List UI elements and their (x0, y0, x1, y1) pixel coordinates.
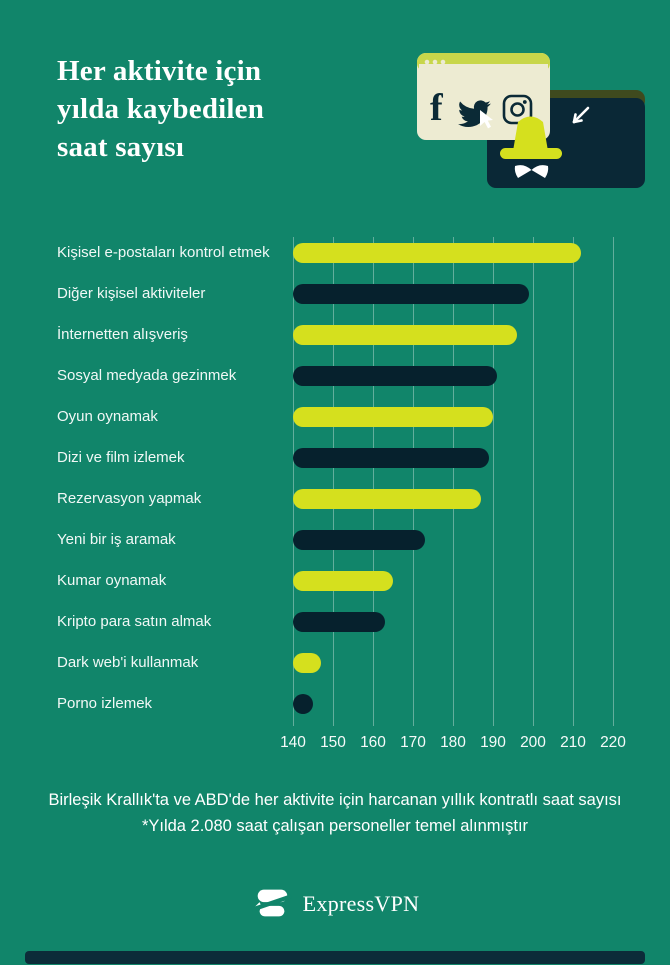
expressvpn-logo-icon (250, 889, 292, 917)
brand-name: ExpressVPN (302, 891, 420, 916)
window-dot (432, 59, 438, 65)
x-tick-label: 200 (520, 734, 546, 751)
category-label: Yeni bir iş aramak (57, 531, 176, 548)
bar-2 (293, 283, 529, 304)
category-label: Kumar oynamak (57, 572, 167, 589)
footnote-line-2: *Yılda 2.080 saat çalışan personeller te… (141, 817, 529, 835)
spy-hat-icon (500, 116, 562, 178)
category-label: Dizi ve film izlemek (57, 449, 185, 466)
instagram-icon (502, 94, 533, 125)
bar-10 (293, 611, 385, 632)
cursor-icon (480, 110, 493, 129)
gridline (613, 237, 614, 726)
category-label: Porno izlemek (57, 695, 153, 712)
gridline (533, 237, 534, 726)
brand-lockup: ExpressVPN (0, 882, 670, 926)
x-tick-label: 160 (360, 734, 386, 751)
x-tick-label: 150 (320, 734, 346, 751)
spy-eye-left (514, 165, 532, 178)
bar-12 (293, 693, 313, 714)
footnote: Birleşik Krallık'ta ve ABD'de her aktivi… (0, 787, 670, 839)
bar-6 (293, 447, 489, 468)
facebook-icon: f (430, 87, 444, 129)
x-tick-label: 170 (400, 734, 426, 751)
bar-7 (293, 488, 481, 509)
arrow-cursor-icon (572, 106, 590, 124)
gridline (493, 237, 494, 726)
category-label: Oyun oynamak (57, 408, 158, 425)
gridline (373, 237, 374, 726)
category-label: Rezervasyon yapmak (57, 490, 202, 507)
bar-9 (293, 570, 393, 591)
bar-8 (293, 529, 425, 550)
bar-chart: Kişisel e-postaları kontrol etmek Diğer k… (57, 237, 626, 751)
bottom-bar (25, 951, 645, 964)
spy-eye-right (531, 165, 549, 178)
window-dot (440, 59, 446, 65)
title-line-2: yılda kaybedilen (57, 93, 265, 125)
bar-4 (293, 365, 497, 386)
browser-window-icon: f (417, 53, 550, 140)
header-illustration: f (417, 53, 645, 188)
bar-5 (293, 406, 493, 427)
bar-11 (293, 652, 321, 673)
x-tick-label: 140 (280, 734, 306, 751)
footnote-line-1: Birleşik Krallık'ta ve ABD'de her aktivi… (48, 791, 622, 809)
category-label: Kişisel e-postaları kontrol etmek (57, 244, 270, 261)
x-tick-label: 190 (480, 734, 506, 751)
gridline (333, 237, 334, 726)
gridline (453, 237, 454, 726)
gridline (573, 237, 574, 726)
category-label: Kripto para satın almak (57, 613, 212, 630)
title-line-1: Her aktivite için (57, 55, 262, 87)
page-title: Her aktivite için yılda kaybedilen saat … (57, 52, 264, 166)
bar-3 (293, 324, 517, 345)
category-label: Diğer kişisel aktiviteler (57, 285, 206, 302)
category-label: Sosyal medyada gezinmek (57, 367, 237, 384)
x-tick-label: 180 (440, 734, 466, 751)
bar-1 (293, 242, 581, 263)
window-dot (424, 59, 430, 65)
category-label: İnternetten alışveriş (57, 326, 188, 343)
x-tick-label: 210 (560, 734, 586, 751)
gridline (293, 237, 294, 726)
category-label: Dark web'i kullanmak (57, 654, 199, 671)
gridline (413, 237, 414, 726)
x-tick-label: 220 (600, 734, 626, 751)
title-line-3: saat sayısı (57, 131, 185, 163)
